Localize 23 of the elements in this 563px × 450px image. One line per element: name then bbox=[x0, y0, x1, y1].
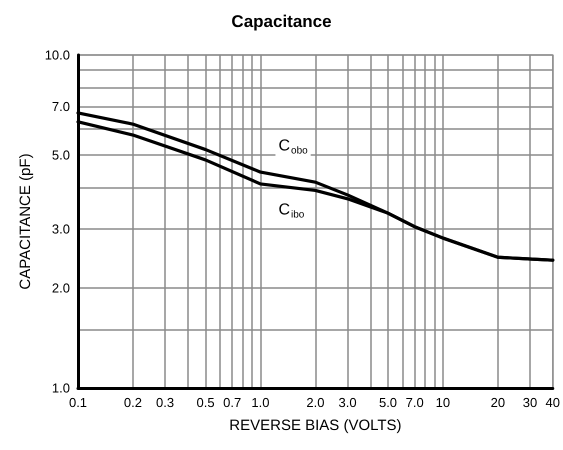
x-tick-label: 3.0 bbox=[338, 395, 357, 410]
y-tick-label: 10.0 bbox=[44, 48, 70, 62]
x-tick-label: 0.1 bbox=[68, 395, 88, 410]
x-tick-label: 7.0 bbox=[406, 395, 424, 410]
y-tick-label: 1.0 bbox=[52, 380, 70, 396]
x-tick-label: 40 bbox=[546, 395, 560, 410]
y-tick-label: 7.0 bbox=[52, 99, 70, 114]
x-tick-label: 2.0 bbox=[306, 395, 324, 410]
y-tick-label: 3.0 bbox=[52, 222, 70, 237]
x-axis-title: REVERSE BIAS (VOLTS) bbox=[229, 417, 402, 434]
x-tick-label: 0.5 bbox=[196, 395, 215, 410]
x-tick-label: 0.7 bbox=[223, 395, 242, 410]
x-tick-label: 10 bbox=[436, 395, 450, 410]
x-tick-label: 30 bbox=[522, 395, 538, 410]
x-tick-label: 0.3 bbox=[156, 395, 174, 410]
y-tick-label: 5.0 bbox=[52, 148, 70, 163]
x-tick-label: 5.0 bbox=[378, 395, 398, 410]
chart-title: Capacitance bbox=[231, 12, 332, 31]
y-axis-title: CAPACITANCE (pF) bbox=[17, 153, 34, 290]
x-tick-label: 20 bbox=[490, 395, 506, 410]
y-tick-label: 2.0 bbox=[52, 280, 70, 296]
x-tick-label: 0.2 bbox=[124, 395, 142, 410]
x-tick-label: 1.0 bbox=[251, 395, 270, 410]
